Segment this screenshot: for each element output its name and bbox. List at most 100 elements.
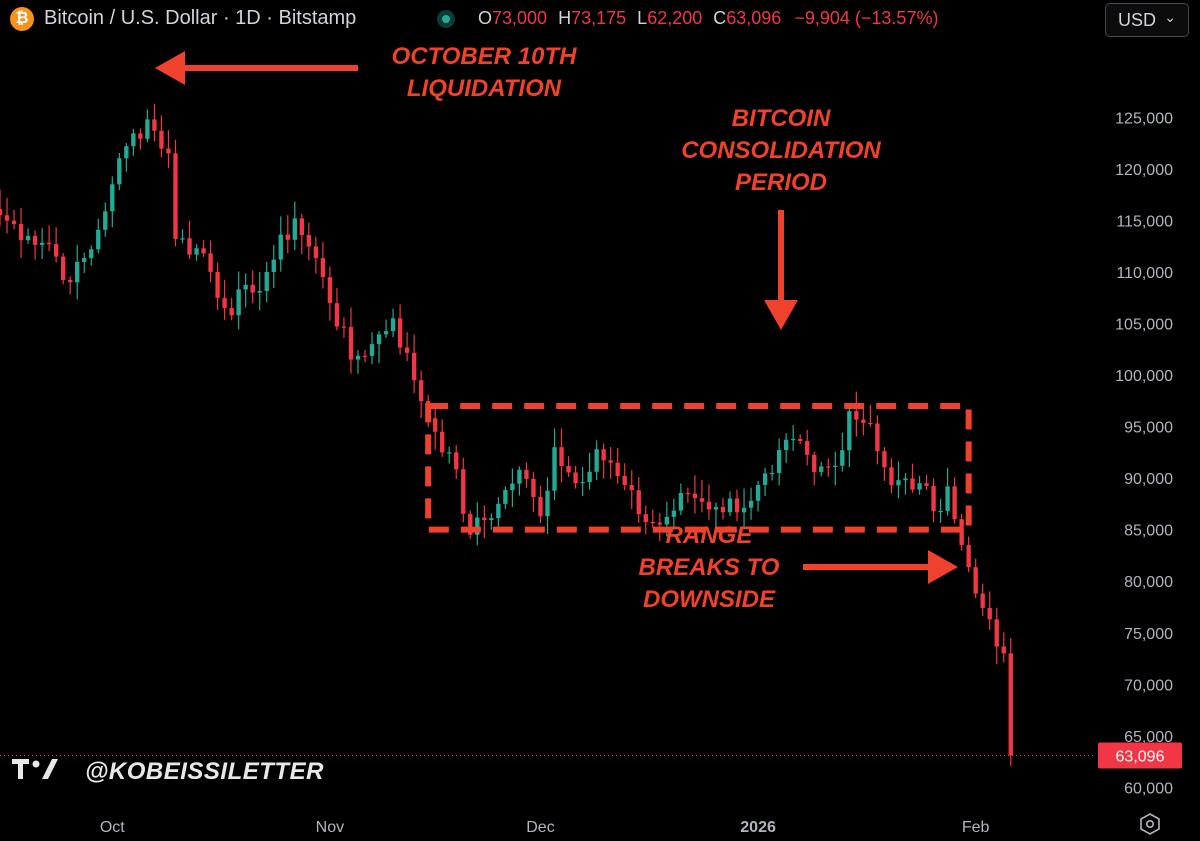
candle-body	[341, 326, 347, 328]
candle-body	[454, 452, 459, 470]
price-tick-label: 65,000	[1124, 729, 1173, 746]
currency-select[interactable]: USD ⌄	[1105, 3, 1189, 37]
breakdown-annotation: BREAKS TO	[639, 554, 780, 581]
price-tick-label: 85,000	[1124, 523, 1173, 540]
candle-body	[931, 485, 936, 512]
candle-body	[313, 246, 319, 259]
price-tick-label: 75,000	[1124, 626, 1173, 643]
time-axis: Oct Nov Dec 2026 Feb	[100, 819, 990, 836]
candle-body	[257, 290, 262, 293]
candle-body	[32, 235, 38, 245]
candle-body	[397, 318, 403, 348]
candle-body	[250, 284, 255, 293]
price-tick-label: 90,000	[1124, 471, 1173, 488]
chart-header: ₿ Bitcoin / U.S. Dollar · 1D · Bitstamp …	[0, 0, 1100, 38]
consolidation-annotation: BITCOIN	[732, 105, 831, 132]
candle-body	[475, 517, 480, 535]
candle-body	[889, 467, 894, 486]
candle-body	[117, 158, 122, 185]
candle-body	[306, 235, 312, 247]
candle-body	[215, 271, 220, 298]
candle-body	[924, 483, 929, 486]
candle-body	[538, 497, 543, 517]
candle-body	[861, 419, 866, 423]
candle-body	[748, 500, 754, 508]
candle-body	[545, 490, 550, 517]
time-tick-label: Oct	[100, 819, 125, 836]
candle-body	[355, 355, 361, 360]
consolidation-annotation: PERIOD	[735, 169, 827, 196]
candle-body	[840, 450, 845, 466]
bitcoin-icon: ₿	[10, 7, 34, 31]
candle-body	[692, 493, 698, 499]
close-label: C	[713, 8, 727, 28]
candle-body	[222, 297, 227, 309]
candle-body	[53, 244, 59, 257]
candle-body	[327, 277, 333, 304]
settings-icon[interactable]	[1138, 812, 1162, 836]
candle-body	[994, 619, 999, 647]
consolidation-range-box	[425, 402, 972, 533]
time-tick-label: Dec	[526, 819, 554, 836]
candle-body	[952, 486, 957, 520]
last-price-tag	[1098, 742, 1182, 769]
candle-body	[243, 284, 248, 290]
open-label: O	[478, 8, 493, 28]
candle-body	[510, 483, 515, 491]
candle-body	[138, 133, 143, 139]
candle-body	[166, 148, 171, 154]
candle-body	[292, 218, 297, 240]
candle-body	[755, 484, 761, 501]
candle-body	[917, 483, 922, 490]
price-tick-label: 105,000	[1115, 316, 1173, 333]
candle-body	[790, 438, 796, 441]
candle-body	[945, 486, 950, 511]
candle-body	[194, 248, 199, 255]
candle-body	[601, 449, 606, 461]
candle-body	[1008, 653, 1013, 756]
chevron-down-icon: ⌄	[1164, 9, 1176, 25]
candle-body	[573, 472, 578, 484]
candle-body	[762, 473, 768, 485]
watermark-handle: @KOBEISSILETTER	[85, 758, 324, 785]
candle-body	[187, 238, 192, 255]
candle-body	[552, 447, 557, 491]
candle-body	[854, 411, 859, 420]
high-label: H	[558, 8, 572, 28]
candle-body	[713, 506, 719, 510]
candle-body	[11, 220, 17, 225]
candle-body	[4, 215, 10, 221]
candle-body	[496, 503, 501, 519]
candle-body	[75, 261, 80, 283]
candle-body	[208, 253, 213, 272]
candle-body	[819, 466, 824, 472]
breakdown-annotation: DOWNSIDE	[643, 586, 776, 613]
symbol-title[interactable]: Bitcoin / U.S. Dollar · 1D · Bitstamp	[44, 7, 357, 29]
candle-body	[980, 593, 985, 608]
price-tick-label: 60,000	[1124, 780, 1173, 797]
candle-body	[285, 234, 290, 240]
time-tick-label: Nov	[316, 819, 344, 836]
ohlc-readout: O73,000 H73,175 L62,200 C63,096 −9,904 (…	[472, 8, 938, 29]
candle-body	[805, 441, 810, 455]
liquidation-annotation: LIQUIDATION	[407, 75, 562, 102]
low-label: L	[637, 8, 648, 28]
annotations-layer: OCTOBER 10TH LIQUIDATION BITCOIN CONSOLIDAT…	[155, 43, 972, 613]
price-tick-label: 95,000	[1124, 420, 1173, 437]
candle-body	[594, 449, 599, 472]
candle-body	[608, 460, 613, 463]
candle-body	[875, 423, 880, 452]
candle-body	[60, 256, 66, 280]
candle-body	[299, 218, 305, 236]
candle-body	[566, 466, 571, 473]
candle-body	[559, 447, 564, 467]
candle-body	[959, 519, 964, 546]
consolidation-arrow-head	[764, 300, 798, 330]
candle-body	[587, 471, 592, 483]
candle-body	[461, 469, 466, 514]
candle-body	[847, 411, 852, 451]
tradingview-logo	[12, 759, 58, 779]
candle-body	[418, 380, 424, 402]
candle-body	[629, 485, 634, 491]
